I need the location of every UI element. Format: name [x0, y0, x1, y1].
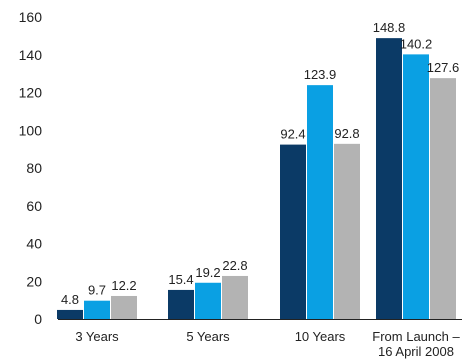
y-tick-label: 160 — [19, 9, 43, 25]
bar-series-2-cat-1 — [84, 300, 110, 319]
category-label: 10 Years — [295, 329, 346, 344]
y-tick-label: 60 — [26, 198, 42, 214]
data-label-series-1-cat-3: 92.4 — [280, 127, 305, 142]
data-label-series-1-cat-2: 15.4 — [168, 272, 193, 287]
bar-series-3-cat-2 — [222, 275, 248, 319]
category-label: 5 Years — [186, 329, 230, 344]
data-label-series-1-cat-1: 4.8 — [61, 292, 79, 307]
bar-series-3-cat-1 — [111, 295, 137, 319]
data-label-series-3-cat-2: 22.8 — [222, 258, 247, 273]
data-label-series-2-cat-1: 9.7 — [88, 283, 106, 298]
data-label-series-3-cat-3: 92.8 — [334, 126, 359, 141]
bar-series-1-cat-1 — [57, 309, 83, 319]
bar-series-1-cat-2 — [168, 289, 194, 319]
y-tick-label: 40 — [26, 236, 42, 252]
x-axis: 3 Years 5 Years 10 Years From Launch –16 Ap… — [75, 329, 460, 359]
y-tick-label: 100 — [19, 122, 43, 138]
category-label: From Launch – — [372, 329, 460, 344]
bar-series-3-cat-3 — [334, 143, 360, 319]
bars — [57, 38, 456, 320]
bar-series-1-cat-3 — [280, 144, 306, 319]
y-tick-label: 140 — [19, 47, 43, 63]
bar-series-2-cat-4 — [403, 54, 429, 320]
y-tick-label: 20 — [26, 273, 42, 289]
bar-series-2-cat-3 — [307, 85, 333, 319]
bar-series-3-cat-4 — [430, 78, 456, 319]
category-label: 3 Years — [75, 329, 119, 344]
y-tick-label: 0 — [34, 311, 42, 327]
bar-series-1-cat-4 — [376, 38, 402, 319]
data-label-series-3-cat-4: 127.6 — [427, 60, 460, 75]
data-label-series-2-cat-4: 140.2 — [400, 36, 433, 51]
data-label-series-3-cat-1: 12.2 — [111, 278, 136, 293]
data-label-series-2-cat-3: 123.9 — [304, 67, 337, 82]
y-axis: 0 20 40 60 80 100 120 140 160 — [19, 9, 462, 327]
y-tick-label: 120 — [19, 85, 43, 101]
category-label: 16 April 2008 — [378, 344, 454, 359]
bar-series-2-cat-2 — [195, 282, 221, 319]
data-label-series-2-cat-2: 19.2 — [195, 265, 220, 280]
y-tick-label: 80 — [26, 160, 42, 176]
data-label-series-1-cat-4: 148.8 — [373, 20, 406, 35]
data-labels: 4.8 9.7 12.2 15.4 19.2 22.8 92.4 123.9 92.8 148.8… — [61, 20, 459, 307]
